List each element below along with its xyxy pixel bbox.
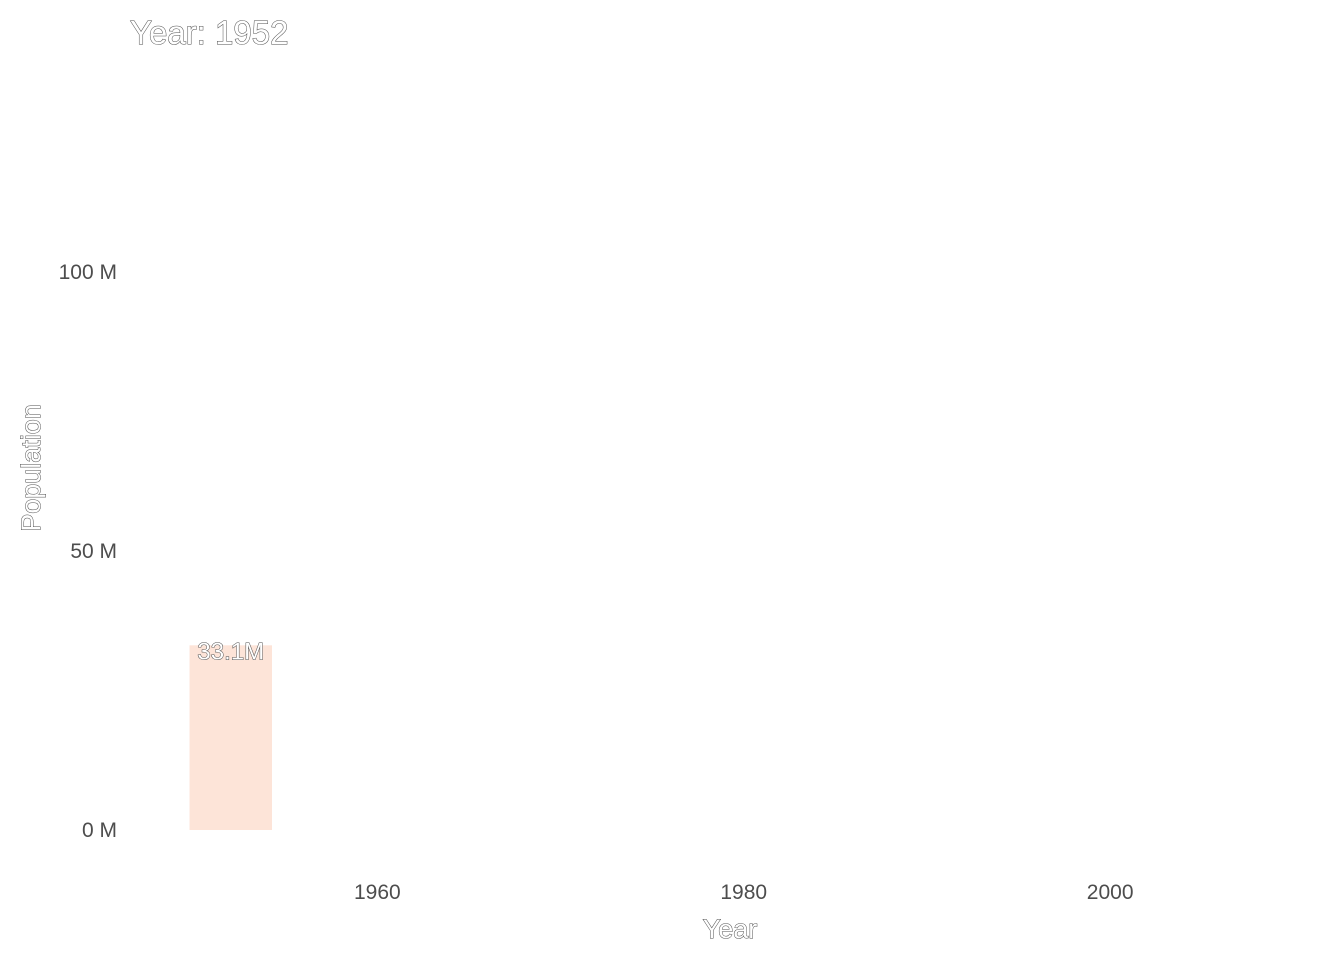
y-tick-label: 0 M bbox=[82, 819, 117, 842]
bar-value-label: 33.1M bbox=[197, 638, 264, 665]
chart-title: Year: 1952 bbox=[130, 14, 288, 51]
y-tick-label: 100 M bbox=[59, 261, 117, 284]
data-labels: 33.1M bbox=[197, 638, 265, 666]
y-tick-label: 50 M bbox=[70, 540, 117, 563]
x-axis-ticks: 1960 1980 2000 bbox=[354, 881, 1134, 904]
x-tick-label: 1960 bbox=[354, 881, 401, 904]
x-axis-title: Year bbox=[703, 914, 758, 944]
bar bbox=[189, 645, 272, 830]
y-axis-title: Population bbox=[16, 404, 46, 532]
y-axis-ticks: 0 M 50 M 100 M bbox=[59, 261, 117, 842]
bars bbox=[189, 645, 272, 830]
x-tick-label: 1980 bbox=[720, 881, 767, 904]
x-tick-label: 2000 bbox=[1087, 881, 1134, 904]
